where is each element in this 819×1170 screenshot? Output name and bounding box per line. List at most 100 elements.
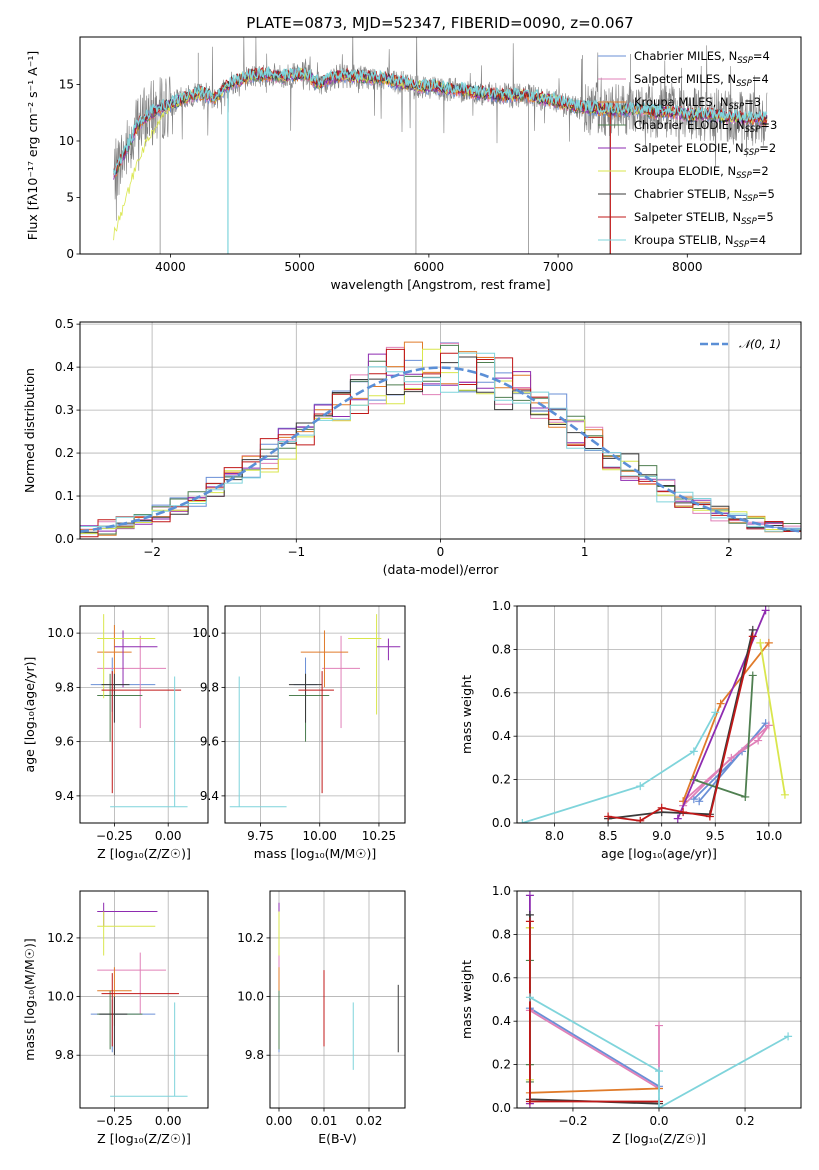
series-line — [607, 636, 754, 822]
plot-area — [90, 902, 188, 1097]
x-tick-label: 7000 — [543, 260, 574, 274]
plot-area — [90, 614, 188, 808]
series-line — [529, 1009, 660, 1091]
y-axis-label: mass [log₁₀(M/M☉)] — [22, 938, 37, 1060]
series-marker — [679, 808, 688, 817]
x-tick-label: 0 — [437, 545, 445, 559]
y-tick-label: 0.6 — [492, 971, 511, 985]
series-marker — [655, 1021, 663, 1030]
y-tick-label: 0.2 — [55, 446, 74, 460]
y-tick-label: 0.6 — [492, 686, 511, 700]
observed-spectrum — [113, 37, 768, 221]
series-marker — [655, 1104, 663, 1108]
x-tick-label: 0.0 — [649, 1114, 668, 1128]
y-axis-label: Normed distribution — [22, 368, 37, 493]
legend-label-normal: 𝒩(0, 1) — [739, 337, 781, 351]
series-kroupa-stelib — [525, 993, 793, 1108]
y-tick-label: 5 — [66, 190, 74, 204]
x-tick-label: 5000 — [284, 260, 315, 274]
y-tick-label: 9.6 — [200, 735, 219, 749]
y-tick-label: 0.5 — [55, 317, 74, 331]
x-tick-label: −1 — [287, 545, 305, 559]
errorbar-kroupa-elodie — [97, 911, 156, 956]
legend-label-kroupa-elodie: Kroupa ELODIE, NSSP=2 — [634, 164, 769, 181]
errorbar-salpeter-stelib — [298, 671, 334, 794]
axes-frame — [79, 321, 802, 540]
chart-title: PLATE=0873, MJD=52347, FIBERID=0090, z=0… — [246, 14, 633, 32]
errorbar-salpeter-elodie — [376, 638, 401, 661]
x-tick-label: 0.02 — [356, 1114, 383, 1128]
series-marker — [673, 814, 682, 823]
errorbar-salpeter-elodie — [114, 630, 158, 688]
x-tick-label: 10.0 — [755, 829, 782, 843]
errorbar-salpeter-stelib — [101, 973, 179, 1047]
plot-area — [112, 37, 768, 254]
x-tick-label: 9.0 — [652, 829, 671, 843]
errorbar-salpeter-miles — [97, 635, 167, 729]
plot-area — [518, 606, 789, 823]
series-marker — [764, 638, 773, 647]
x-tick-label: 9.5 — [706, 829, 725, 843]
y-tick-label: 0.2 — [492, 1058, 511, 1072]
errorbar-chabrier-stelib — [99, 996, 128, 1056]
series-line — [529, 927, 660, 1094]
series-marker — [754, 736, 763, 745]
legend-label-chabrier-elodie: Chabrier ELODIE, NSSP=3 — [634, 118, 777, 135]
y-tick-label: 0.4 — [492, 729, 511, 743]
series-marker — [741, 792, 750, 801]
series-line — [759, 642, 786, 795]
series-kroupa-elodie — [756, 638, 789, 799]
series-marker — [716, 699, 725, 708]
panel-3: −0.25 0.00 9.4 9.6 9.8 10.0 Z [log₁₀(Z/Z☉)] age… — [22, 605, 209, 861]
errorbar-chabrier-elodie — [97, 990, 143, 1050]
y-tick-label: 0 — [66, 247, 74, 261]
x-axis-label: Z [log₁₀(Z/Z☉)] — [97, 1131, 191, 1146]
axes-frame — [79, 890, 209, 1109]
axes-frame — [269, 890, 406, 1109]
x-tick-label: 0.00 — [266, 1114, 293, 1128]
series-marker — [525, 993, 534, 1002]
series-line — [529, 1007, 660, 1088]
legend-label-kroupa-miles: Kroupa MILES, NSSP=3 — [634, 95, 761, 112]
y-axis-label: age [log₁₀(age/yr)] — [22, 657, 37, 773]
series-marker — [525, 1097, 534, 1106]
x-tick-label: 0.00 — [155, 829, 182, 843]
y-tick-label: 0.2 — [492, 773, 511, 787]
y-tick-label: 0.8 — [492, 927, 511, 941]
plot-area — [229, 614, 401, 808]
x-tick-label: 10.25 — [362, 829, 396, 843]
legend: Chabrier MILES, NSSP=4 Salpeter MILES, NS… — [598, 49, 777, 250]
x-tick-label: −0.2 — [558, 1114, 587, 1128]
series-marker — [657, 803, 666, 812]
x-tick-label: 8.0 — [545, 829, 564, 843]
x-axis-label: E(B-V) — [318, 1131, 357, 1146]
series-kroupa-miles — [679, 638, 773, 806]
series-marker — [711, 708, 720, 717]
x-axis-label: mass [log₁₀(M/M☉)] — [254, 846, 376, 861]
errorbar-kroupa-stelib — [110, 676, 188, 808]
series-marker — [780, 790, 789, 799]
series-marker — [756, 638, 765, 647]
errorbar-kroupa-elodie — [348, 614, 382, 715]
panel-1: 4000 5000 6000 7000 8000 0 5 10 15 Chabrier MILES… — [25, 36, 802, 292]
plot-area — [80, 341, 801, 538]
y-tick-label: 9.8 — [245, 1048, 264, 1062]
series-line — [529, 996, 789, 1108]
y-tick-label: 10.0 — [47, 990, 74, 1004]
errorbar-kroupa-stelib — [229, 676, 287, 808]
plot-area — [525, 891, 793, 1108]
series-marker — [689, 747, 698, 756]
errorbar-kroupa-elodie — [97, 614, 156, 699]
legend-label-salpeter-miles: Salpeter MILES, NSSP=4 — [634, 72, 769, 89]
panel-4: 9.75 10.00 10.25 9.4 9.6 9.8 10.0 mass [log₁₀(M… — [192, 605, 406, 861]
y-tick-label: 10.0 — [47, 626, 74, 640]
legend-label-salpeter-elodie: Salpeter ELODIE, NSSP=2 — [634, 141, 776, 158]
errorbar-kroupa-stelib — [110, 1002, 188, 1097]
y-tick-label: 0.1 — [55, 489, 74, 503]
series-marker — [518, 819, 527, 823]
series-salpeter-miles — [679, 721, 773, 810]
y-tick-label: 10.0 — [192, 626, 219, 640]
series-marker — [636, 782, 645, 791]
y-tick-label: 0.3 — [55, 403, 74, 417]
